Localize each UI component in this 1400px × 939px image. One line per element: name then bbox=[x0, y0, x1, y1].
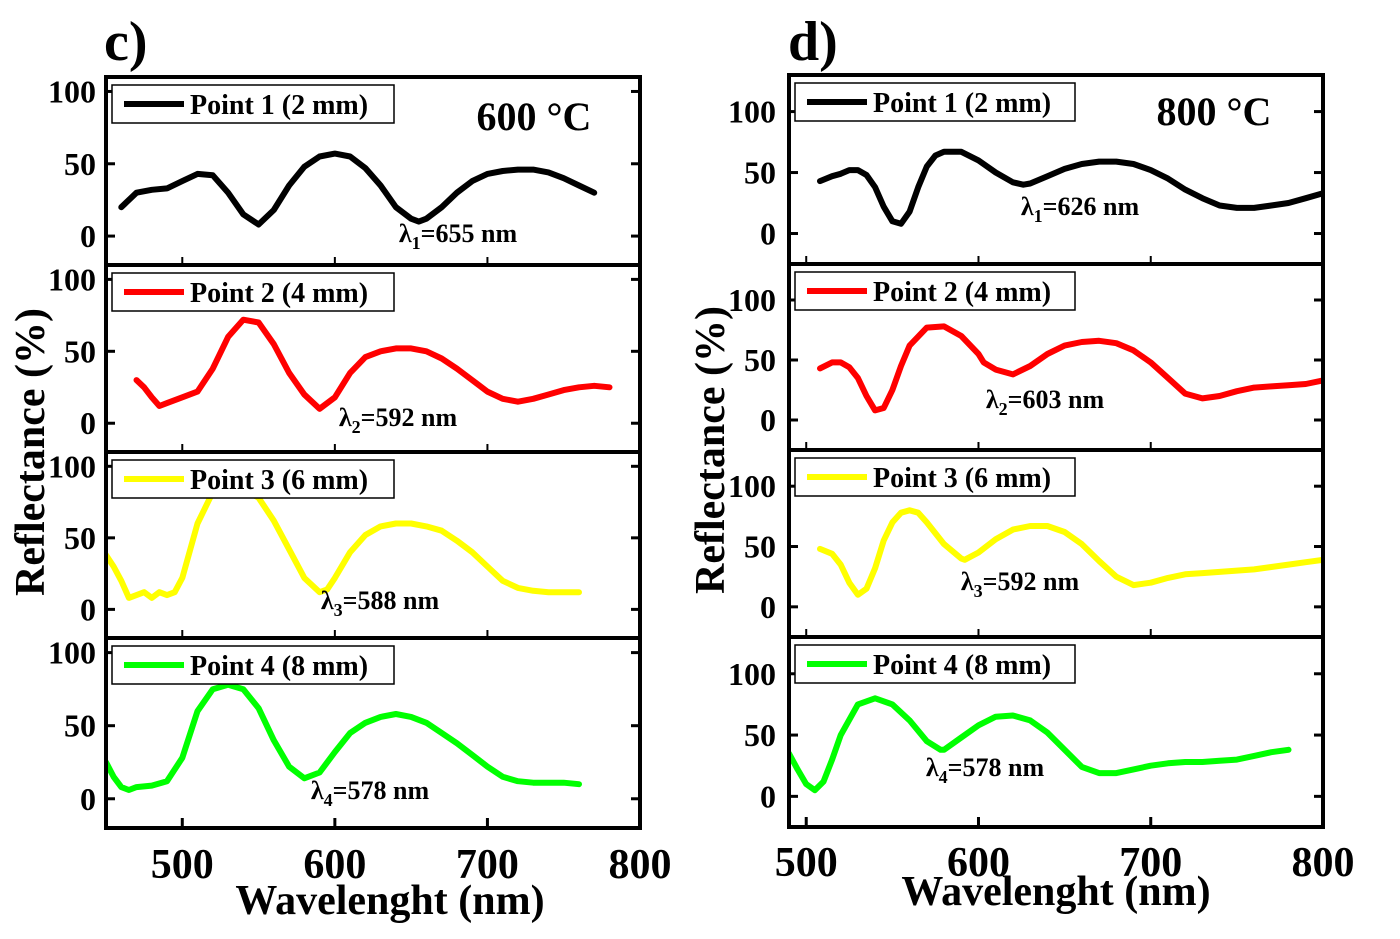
panel-d-peak-label-3: λ3=592 nm bbox=[961, 567, 1080, 601]
panel-c-legend-label-1: Point 1 (2 mm) bbox=[190, 90, 368, 121]
panel-c-series-line-4 bbox=[106, 681, 582, 793]
panel-c-x-axis-label: Wavelenght (nm) bbox=[235, 878, 544, 924]
panel-d-series-line-3 bbox=[817, 507, 1323, 598]
panel-d-subplot-2: 0 50 100 Point 2 (4 mm) λ2=603 nm bbox=[728, 271, 1323, 438]
panel-c-subplot-1-y-tick-label-1: 50 bbox=[64, 146, 96, 182]
panel-d-peak-label-2: λ2=603 nm bbox=[986, 385, 1105, 419]
panel-c-legend-label-3: Point 3 (6 mm) bbox=[190, 465, 368, 496]
panel-d-legend-label-2: Point 2 (4 mm) bbox=[873, 277, 1051, 308]
panel-d-subplot-3-y-tick-label-1: 50 bbox=[744, 529, 776, 565]
panel-d-legend-label-1: Point 1 (2 mm) bbox=[873, 88, 1051, 119]
panel-d-subplot-1-y-tick-label-2: 100 bbox=[728, 94, 776, 130]
panel-c-series-line-1 bbox=[118, 150, 598, 228]
panel-c-subplot-4-y-tick-label-2: 100 bbox=[48, 635, 96, 671]
panel-c-peak-label-4: λ4=578 nm bbox=[311, 776, 430, 810]
panel-c-legend-1: Point 1 (2 mm) bbox=[111, 84, 395, 124]
panel-d-y-axis-label: Reflectance (%) bbox=[688, 306, 734, 594]
panel-c-subplot-4-y-tick-label-0: 0 bbox=[80, 781, 96, 817]
panel-c-peak-label-1: λ1=655 nm bbox=[399, 219, 518, 253]
panel-c-series-line-3 bbox=[106, 483, 582, 601]
panel-c-y-axis-label: Reflectance (%) bbox=[8, 308, 54, 596]
panel-c-subplot-2: 0 50 100 Point 2 (4 mm) λ2=592 nm bbox=[48, 261, 640, 441]
panel-c-label: c) bbox=[104, 11, 148, 73]
panel-d-legend-3: Point 3 (6 mm) bbox=[794, 457, 1076, 497]
panel-d-subplot-4-y-tick-label-1: 50 bbox=[744, 717, 776, 753]
panel-d-subplot-1-y-tick-label-0: 0 bbox=[760, 216, 776, 252]
panel-d-legend-1: Point 1 (2 mm) bbox=[794, 82, 1076, 122]
panel-c-subplot-3-y-tick-label-0: 0 bbox=[80, 591, 96, 627]
panel-c-subplot-2-y-tick-label-0: 0 bbox=[80, 405, 96, 441]
panel-c-legend-label-4: Point 4 (8 mm) bbox=[190, 651, 368, 682]
panel-c-x-tick-label-1: 600 bbox=[303, 842, 366, 888]
panel-c-subplot-3: 0 50 100 Point 3 (6 mm) λ3=588 nm bbox=[48, 448, 640, 627]
panel-d-x-tick-label-0: 500 bbox=[775, 840, 838, 886]
panel-d-legend-2: Point 2 (4 mm) bbox=[794, 271, 1076, 311]
panel-d-series-line-4 bbox=[789, 695, 1292, 794]
panel-d-subplot-4-y-tick-label-0: 0 bbox=[760, 778, 776, 814]
panel-d-subplot-2-y-tick-label-2: 100 bbox=[728, 282, 776, 318]
panel-d-subplot-1-y-tick-label-1: 50 bbox=[744, 155, 776, 191]
panel-c-subplot-4-y-tick-label-1: 50 bbox=[64, 708, 96, 744]
panel-d-legend-label-3: Point 3 (6 mm) bbox=[873, 463, 1051, 494]
panel-c-x-tick-label-0: 500 bbox=[151, 842, 214, 888]
panel-c-subplot-4: 0 50 100 Point 4 (8 mm) λ4=578 nm bbox=[48, 635, 640, 817]
panel-d-subplot-3-y-tick-label-0: 0 bbox=[760, 589, 776, 625]
panel-d-peak-label-1: λ1=626 nm bbox=[1021, 192, 1140, 226]
panel-c-peak-label-2: λ2=592 nm bbox=[339, 403, 458, 437]
panel-c-temperature-annotation: 600 °C bbox=[477, 94, 592, 139]
panel-d-subplot-2-y-tick-label-0: 0 bbox=[760, 402, 776, 438]
panel-c-peak-label-3: λ3=588 nm bbox=[321, 586, 440, 620]
panel-d-series-line-2 bbox=[817, 323, 1323, 414]
panel-d-subplot-4: 0 50 100 Point 4 (8 mm) λ4=578 nm bbox=[728, 644, 1323, 814]
panel-d-subplot-4-y-tick-label-2: 100 bbox=[728, 656, 776, 692]
panel-c-subplot-1: 0 50 100 Point 1 (2 mm) λ1=655 nm bbox=[48, 73, 640, 254]
panel-d-x-tick-label-3: 800 bbox=[1292, 840, 1355, 886]
panel-d-subplot-1: 0 50 100 Point 1 (2 mm) λ1=626 nm bbox=[728, 82, 1323, 252]
panel-d-x-tick-label-2: 700 bbox=[1119, 840, 1182, 886]
panel-d-temperature-annotation: 800 °C bbox=[1157, 89, 1272, 134]
panel-d-series-line-1 bbox=[817, 148, 1323, 227]
panel-d-subplot-3-y-tick-label-2: 100 bbox=[728, 468, 776, 504]
panel-d-legend-4: Point 4 (8 mm) bbox=[794, 644, 1076, 684]
panel-d-x-axis-label: Wavelenght (nm) bbox=[901, 869, 1210, 915]
panel-c-subplot-1-y-tick-label-2: 100 bbox=[48, 73, 96, 109]
panel-d-legend-label-4: Point 4 (8 mm) bbox=[873, 650, 1051, 681]
panel-c-subplot-3-y-tick-label-2: 100 bbox=[48, 448, 96, 484]
panel-c-x-tick-label-3: 800 bbox=[609, 842, 672, 888]
panel-d-subplot-2-y-tick-label-1: 50 bbox=[744, 342, 776, 378]
panel-c-legend-2: Point 2 (4 mm) bbox=[111, 272, 395, 312]
panel-c-x-tick-label-2: 700 bbox=[456, 842, 519, 888]
panel-c-legend-3: Point 3 (6 mm) bbox=[111, 459, 395, 499]
panel-c-frame bbox=[104, 75, 642, 830]
panel-d-frame bbox=[787, 73, 1325, 829]
panel-c-legend-label-2: Point 2 (4 mm) bbox=[190, 278, 368, 309]
panel-d: d) 0 50 100 Point 1 (2 mm) λ1=626 nm 0 50 100 Po… bbox=[688, 11, 1355, 915]
panel-c: c) 0 50 100 Point 1 (2 mm) λ1=655 nm 0 50 100 Po… bbox=[8, 11, 672, 924]
panel-c-subplot-2-y-tick-label-2: 100 bbox=[48, 261, 96, 297]
panel-d-label: d) bbox=[788, 11, 838, 73]
panel-d-x-tick-label-1: 600 bbox=[947, 840, 1010, 886]
panel-c-subplot-3-y-tick-label-1: 50 bbox=[64, 520, 96, 556]
panel-c-subplot-1-y-tick-label-0: 0 bbox=[80, 218, 96, 254]
panel-c-series-line-2 bbox=[133, 316, 613, 412]
panel-c-legend-4: Point 4 (8 mm) bbox=[111, 645, 395, 685]
panel-d-subplot-3: 0 50 100 Point 3 (6 mm) λ3=592 nm bbox=[728, 457, 1323, 625]
panel-d-peak-label-4: λ4=578 nm bbox=[926, 753, 1045, 787]
panel-c-subplot-2-y-tick-label-1: 50 bbox=[64, 333, 96, 369]
